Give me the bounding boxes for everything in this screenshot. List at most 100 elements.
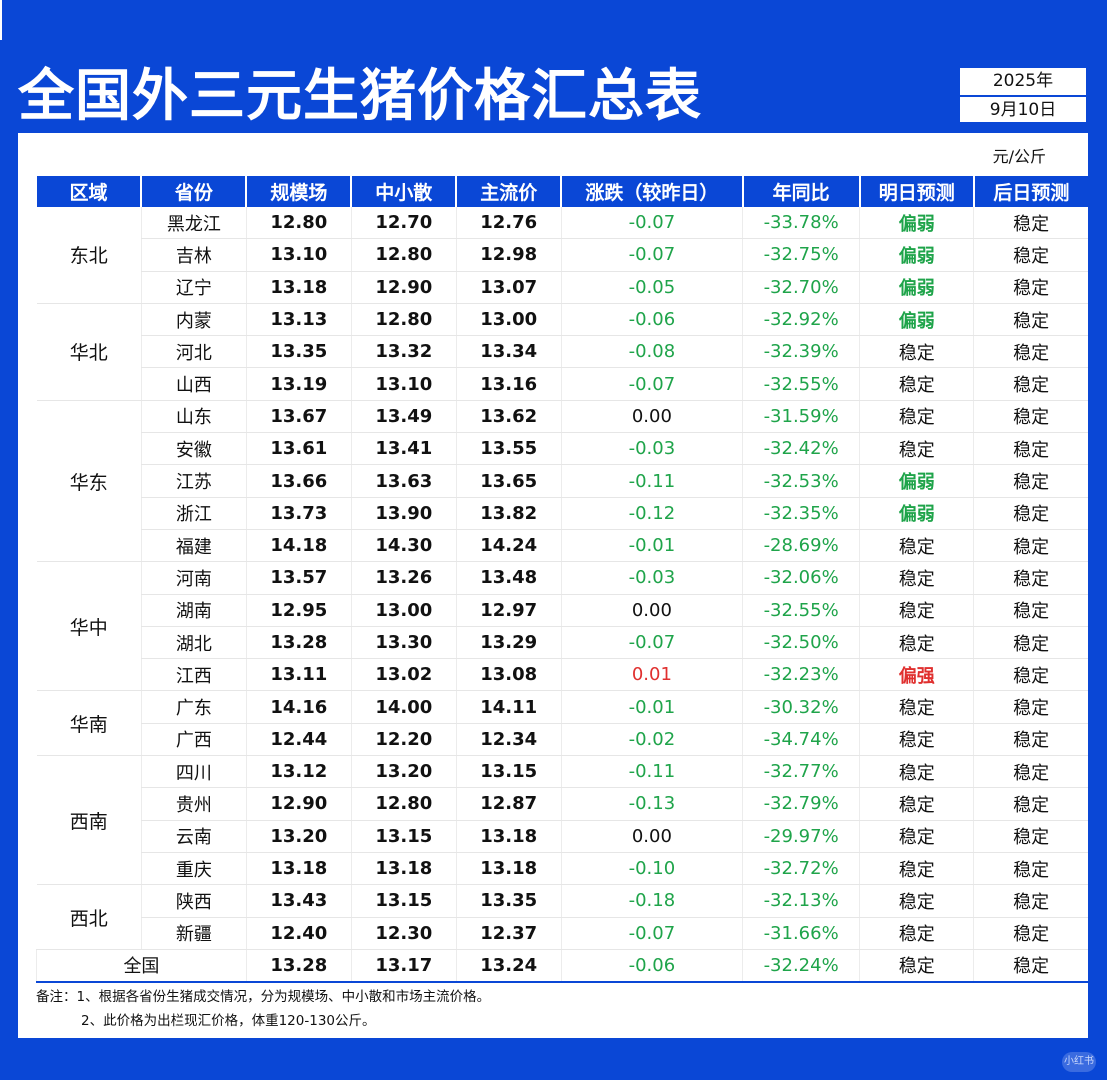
tomorrow-cell: 稳定 <box>859 917 974 950</box>
main-price-cell: 13.55 <box>455 432 562 466</box>
after-cell: 稳定 <box>973 271 1088 304</box>
small-farm-cell: 13.63 <box>350 464 457 498</box>
national-yoy-cell: -32.24% <box>742 949 860 984</box>
national-large-farm-cell: 13.28 <box>245 949 352 984</box>
header-tomorrow: 明日预测 <box>858 176 974 207</box>
main-price-cell: 13.35 <box>455 884 562 918</box>
header-yoy: 年同比 <box>741 176 860 207</box>
main-price-cell: 12.97 <box>455 594 562 627</box>
table-row: 安徽 13.61 13.41 13.55 -0.03 -32.42% 稳定 稳定 <box>37 432 1088 466</box>
header-after-tomorrow: 后日预测 <box>972 176 1088 207</box>
large-farm-cell: 13.20 <box>245 820 352 853</box>
yoy-cell: -32.35% <box>742 497 860 530</box>
main-price-cell: 12.87 <box>455 787 562 821</box>
yoy-cell: -32.55% <box>742 367 860 401</box>
province-cell: 内蒙 <box>140 303 247 337</box>
province-cell: 福建 <box>140 529 247 563</box>
tomorrow-cell: 稳定 <box>859 400 974 434</box>
header-row: 区域 省份 规模场 中小散 主流价 涨跌（较昨日） 年同比 明日预测 后日预测 <box>36 176 1088 207</box>
page-title: 全国外三元生猪价格汇总表 <box>18 64 702 129</box>
table-row: 辽宁 13.18 12.90 13.07 -0.05 -32.70% 偏弱 稳定 <box>37 271 1088 304</box>
change-cell: 0.00 <box>560 400 743 434</box>
small-farm-cell: 14.00 <box>350 690 457 724</box>
tomorrow-cell: 偏弱 <box>859 497 974 530</box>
province-cell: 新疆 <box>140 917 247 950</box>
yoy-cell: -32.50% <box>742 626 860 660</box>
after-cell: 稳定 <box>973 852 1088 886</box>
main-price-cell: 13.34 <box>455 335 562 369</box>
after-cell: 稳定 <box>973 464 1088 498</box>
table-row: 浙江 13.73 13.90 13.82 -0.12 -32.35% 偏弱 稳定 <box>37 497 1088 530</box>
yoy-cell: -32.72% <box>742 852 860 886</box>
large-farm-cell: 13.61 <box>245 432 352 466</box>
yoy-cell: -32.42% <box>742 432 860 466</box>
yoy-cell: -28.69% <box>742 529 860 563</box>
change-cell: -0.10 <box>560 852 743 886</box>
change-cell: -0.07 <box>560 238 743 272</box>
change-cell: -0.18 <box>560 884 743 918</box>
yoy-cell: -32.06% <box>742 561 860 595</box>
large-farm-cell: 13.35 <box>245 335 352 369</box>
change-cell: -0.07 <box>560 626 743 660</box>
tomorrow-cell: 稳定 <box>859 626 974 660</box>
small-farm-cell: 13.32 <box>350 335 457 369</box>
province-cell: 江西 <box>140 658 247 692</box>
header-region: 区域 <box>36 176 142 207</box>
after-cell: 稳定 <box>973 658 1088 692</box>
after-cell: 稳定 <box>973 755 1088 789</box>
national-label: 全国 <box>36 949 247 984</box>
large-farm-cell: 13.43 <box>245 884 352 918</box>
after-cell: 稳定 <box>973 594 1088 627</box>
header-main-price: 主流价 <box>455 176 562 207</box>
tomorrow-cell: 稳定 <box>859 755 974 789</box>
main-price-cell: 12.76 <box>455 207 562 240</box>
table-row: 重庆 13.18 13.18 13.18 -0.10 -32.72% 稳定 稳定 <box>37 852 1088 886</box>
national-change-cell: -0.06 <box>560 949 743 984</box>
unit-label: 元/公斤 <box>992 147 1046 166</box>
small-farm-cell: 12.80 <box>350 787 457 821</box>
province-cell: 重庆 <box>140 852 247 886</box>
after-cell: 稳定 <box>973 884 1088 918</box>
main-price-cell: 13.65 <box>455 464 562 498</box>
table-row: 贵州 12.90 12.80 12.87 -0.13 -32.79% 稳定 稳定 <box>37 787 1088 821</box>
table-row: 吉林 13.10 12.80 12.98 -0.07 -32.75% 偏弱 稳定 <box>37 238 1088 272</box>
main-price-cell: 13.29 <box>455 626 562 660</box>
change-cell: -0.06 <box>560 303 743 337</box>
tomorrow-cell: 偏弱 <box>859 238 974 272</box>
small-farm-cell: 14.30 <box>350 529 457 563</box>
large-farm-cell: 13.18 <box>245 271 352 304</box>
small-farm-cell: 13.15 <box>350 820 457 853</box>
main-price-cell: 12.98 <box>455 238 562 272</box>
yoy-cell: -32.23% <box>742 658 860 692</box>
yoy-cell: -29.97% <box>742 820 860 853</box>
yoy-cell: -32.53% <box>742 464 860 498</box>
large-farm-cell: 13.10 <box>245 238 352 272</box>
large-farm-cell: 12.40 <box>245 917 352 950</box>
table-row: 广西 12.44 12.20 12.34 -0.02 -34.74% 稳定 稳定 <box>37 723 1088 757</box>
table-row: 西北 陕西 13.43 13.15 13.35 -0.18 -32.13% 稳定 稳定 <box>36 884 1088 950</box>
tomorrow-cell: 稳定 <box>859 432 974 466</box>
after-cell: 稳定 <box>973 303 1088 337</box>
yoy-cell: -31.66% <box>742 917 860 950</box>
tomorrow-cell: 稳定 <box>859 367 974 401</box>
yoy-cell: -32.79% <box>742 787 860 821</box>
large-farm-cell: 13.28 <box>245 626 352 660</box>
after-cell: 稳定 <box>973 335 1088 369</box>
small-farm-cell: 13.15 <box>350 884 457 918</box>
main-price-cell: 13.07 <box>455 271 562 304</box>
after-cell: 稳定 <box>973 238 1088 272</box>
main-price-cell: 12.37 <box>455 917 562 950</box>
note-1: 备注：1、根据各省份生猪成交情况，分为规模场、中小散和市场主流价格。 <box>36 989 491 1005</box>
national-main-price-cell: 13.24 <box>455 949 562 984</box>
date-box: 2025年 9月10日 <box>958 66 1088 124</box>
small-farm-cell: 13.10 <box>350 367 457 401</box>
small-farm-cell: 13.49 <box>350 400 457 434</box>
large-farm-cell: 13.73 <box>245 497 352 530</box>
large-farm-cell: 13.13 <box>245 303 352 337</box>
change-cell: -0.07 <box>560 367 743 401</box>
tomorrow-cell: 稳定 <box>859 594 974 627</box>
price-table: 区域 省份 规模场 中小散 主流价 涨跌（较昨日） 年同比 明日预测 后日预测 … <box>36 176 1088 984</box>
large-farm-cell: 14.16 <box>245 690 352 724</box>
after-cell: 稳定 <box>973 917 1088 950</box>
yoy-cell: -32.39% <box>742 335 860 369</box>
